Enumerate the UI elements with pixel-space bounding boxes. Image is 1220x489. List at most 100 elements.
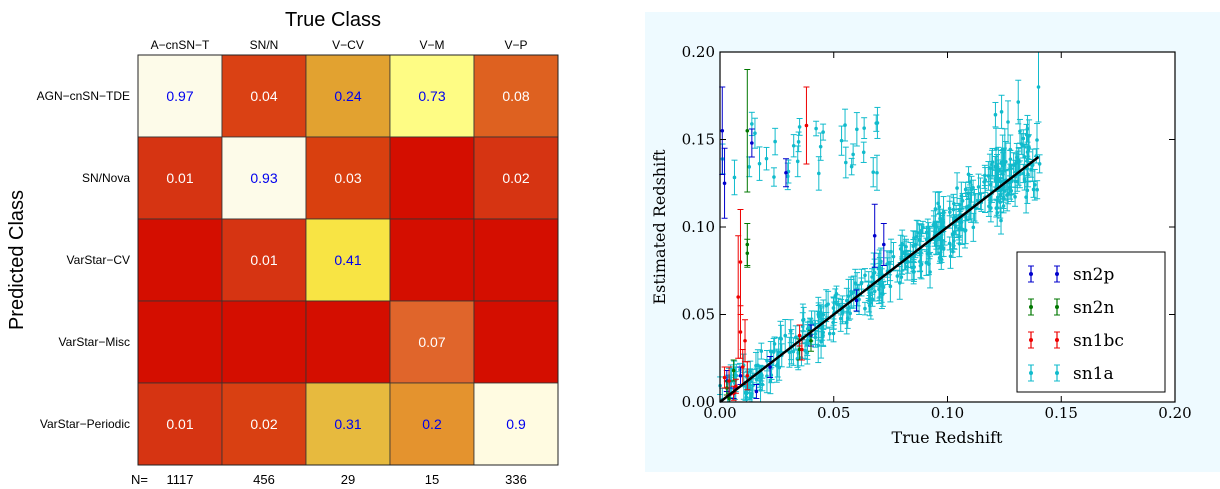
data-point	[910, 230, 917, 246]
marker	[877, 265, 882, 270]
cell-value: 0.93	[250, 170, 277, 186]
marker	[888, 284, 893, 289]
marker	[771, 350, 776, 354]
marker	[738, 367, 742, 372]
data-point	[756, 146, 763, 181]
data-point	[1036, 154, 1043, 174]
marker	[927, 262, 931, 266]
marker	[818, 144, 823, 149]
data-point	[754, 349, 761, 382]
marker	[838, 316, 843, 321]
column-label: SN/N	[250, 38, 279, 52]
marker	[722, 375, 727, 380]
data-point	[880, 280, 887, 294]
legend-marker	[1029, 371, 1033, 375]
marker	[800, 347, 804, 352]
marker	[1030, 163, 1035, 167]
matrix-cell	[473, 300, 559, 384]
marker	[843, 160, 848, 165]
data-point	[963, 192, 970, 222]
data-point	[861, 117, 868, 140]
marker	[731, 368, 736, 373]
legend-entry: sn2n	[1028, 298, 1114, 318]
matrix-cell	[389, 382, 475, 466]
marker	[1021, 171, 1026, 176]
cell-value: 0.97	[166, 88, 193, 104]
data-point	[850, 143, 857, 166]
x-tick-label: 0.20	[1158, 404, 1191, 422]
row-label: AGN−cnSN−TDE	[37, 89, 130, 103]
data-point	[848, 157, 855, 176]
data-point	[898, 270, 905, 284]
marker	[743, 338, 747, 343]
matrix-cell	[221, 382, 307, 466]
data-point	[748, 128, 755, 158]
marker	[797, 125, 802, 129]
data-point	[815, 327, 822, 364]
marker	[814, 126, 818, 131]
data-point	[770, 167, 777, 187]
y-tick-label: 0.10	[682, 218, 715, 236]
x-tick-label: 0.05	[817, 404, 850, 422]
cell-value: 0.03	[334, 170, 361, 186]
marker	[740, 365, 745, 369]
marker	[738, 330, 743, 334]
data-point	[858, 268, 865, 297]
cell-value: 0.01	[166, 170, 193, 186]
data-point	[803, 86, 810, 165]
marker	[854, 298, 859, 303]
marker	[934, 225, 938, 229]
marker	[772, 175, 776, 179]
marker	[845, 298, 849, 303]
cell-value: 0.02	[250, 416, 277, 432]
marker	[745, 128, 750, 133]
marker	[900, 250, 905, 254]
matrix-cell	[389, 136, 475, 220]
data-point	[1023, 123, 1030, 146]
marker	[797, 333, 802, 338]
data-point	[958, 181, 965, 211]
marker	[964, 205, 969, 209]
data-point	[782, 158, 789, 188]
data-point	[917, 250, 924, 273]
marker	[861, 150, 866, 155]
marker	[796, 140, 801, 144]
data-point	[721, 366, 728, 389]
data-point	[919, 220, 926, 235]
marker	[990, 162, 994, 167]
matrix-cell	[473, 54, 559, 138]
marker	[768, 379, 773, 384]
data-point	[813, 120, 820, 137]
marker	[872, 289, 877, 294]
marker	[734, 373, 739, 378]
marker	[747, 165, 752, 169]
marker	[912, 236, 916, 240]
data-point	[842, 146, 849, 179]
scatter-marks	[717, 51, 1043, 403]
y-tick-label: 0.05	[682, 306, 715, 324]
data-point	[899, 244, 906, 259]
y-tick-label: 0.15	[682, 131, 715, 149]
matrix-cell	[305, 382, 391, 466]
marker	[1005, 193, 1009, 197]
marker	[875, 121, 880, 125]
n-value: 15	[425, 472, 439, 487]
marker	[1001, 204, 1006, 208]
redshift-panel: 0.00 0.05 0.10 0.15 0.20 0.00 0.05 0.10 0.15 0.20…	[645, 12, 1220, 472]
marker	[849, 164, 854, 169]
row-label: SN/Nova	[82, 171, 130, 185]
marker	[869, 301, 873, 305]
legend-marker	[1029, 272, 1033, 276]
matrix-cell	[137, 136, 223, 220]
marker	[727, 396, 731, 401]
column-label: A−cnSN−T	[151, 38, 210, 52]
marker	[847, 306, 851, 310]
cell-value: 0.41	[334, 252, 361, 268]
cell-value: 0.08	[502, 88, 529, 104]
data-point	[826, 326, 833, 341]
marker	[872, 233, 877, 238]
marker	[813, 332, 818, 336]
marker	[1029, 167, 1033, 172]
cell-value: 0.2	[422, 416, 442, 432]
data-point	[1034, 180, 1041, 200]
